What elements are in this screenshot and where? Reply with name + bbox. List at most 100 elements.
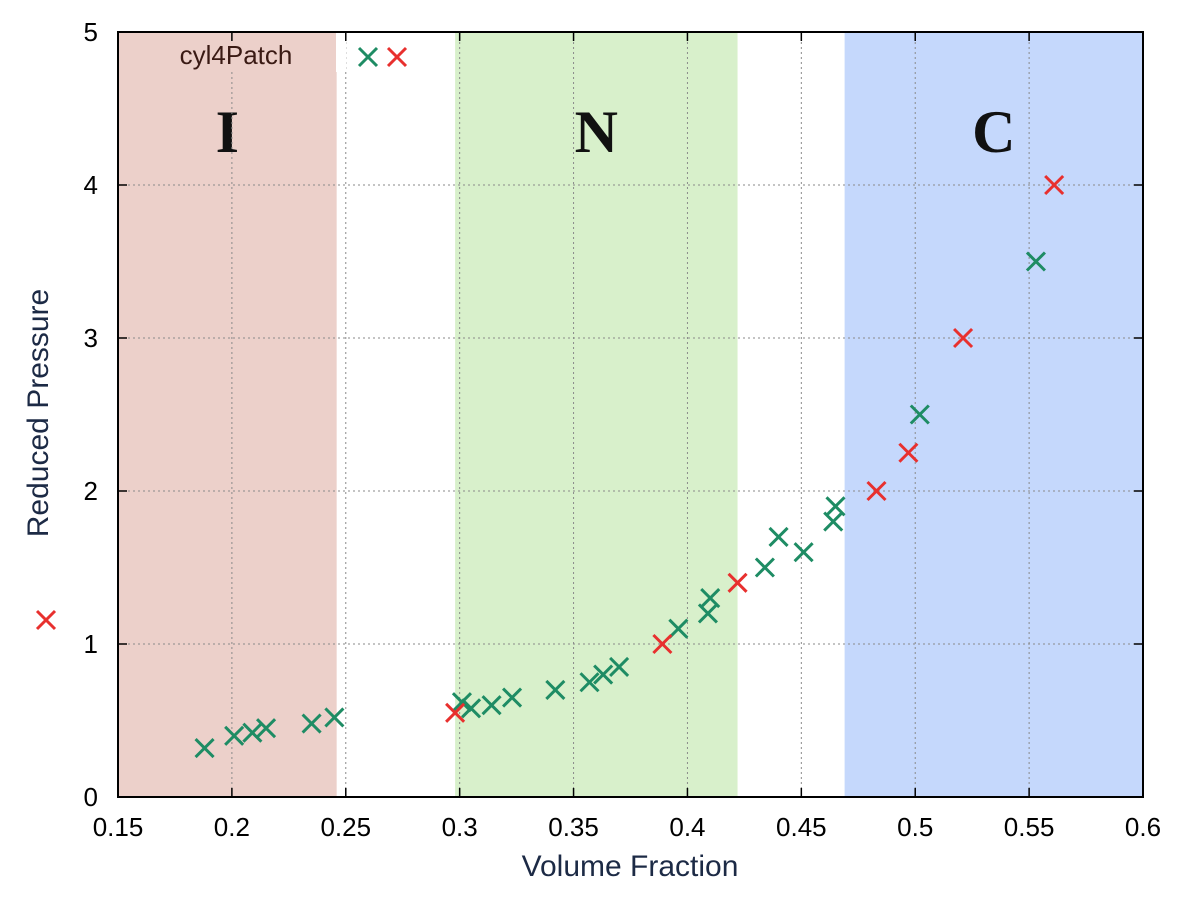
stray-marker (35, 609, 57, 631)
data-point-series-1-stroke (823, 511, 844, 532)
legend-marker-series-2 (386, 46, 408, 68)
data-point-series-2-stroke (866, 480, 887, 502)
x-tick-label: 0.35 (548, 812, 599, 842)
plot-frame (117, 31, 1144, 798)
data-point-series-1 (324, 707, 345, 728)
data-point-series-2-stroke (445, 702, 466, 723)
data-point-series-1-stroke (255, 718, 277, 739)
legend-marker-series-2-stroke (386, 46, 408, 68)
data-point-series-2 (952, 327, 974, 349)
region-label-i: I (216, 99, 239, 165)
y-tick-label: 5 (84, 17, 98, 47)
data-point-series-1 (909, 404, 930, 425)
x-axis-label: Volume Fraction (522, 850, 739, 883)
data-point-series-2 (866, 480, 887, 502)
data-point-series-1-stroke (224, 725, 245, 746)
y-tick-label: 4 (84, 170, 98, 200)
data-point-series-2 (1044, 174, 1065, 196)
legend-marker-series-1-stroke (357, 46, 379, 68)
x-tick-label: 0.6 (1125, 812, 1161, 842)
data-point-series-1-stroke (301, 713, 322, 734)
data-point-series-1 (242, 722, 263, 743)
data-point-series-1 (501, 687, 523, 708)
data-point-series-1-stroke (700, 588, 721, 609)
data-point-series-1 (768, 526, 789, 547)
data-point-series-1-stroke (242, 722, 263, 743)
x-tick-label: 0.2 (214, 812, 250, 842)
data-point-series-1-stroke (545, 679, 566, 700)
region-label-c: C (972, 99, 1015, 165)
data-point-series-1 (301, 713, 322, 734)
x-tick-label: 0.45 (776, 812, 827, 842)
data-point-series-1-stroke (460, 698, 482, 719)
data-point-series-1-stroke (668, 618, 689, 639)
region-label-n: N (575, 99, 618, 165)
legend-marker-series-1 (357, 46, 379, 68)
data-point-series-2-stroke (727, 572, 748, 593)
x-tick-label: 0.3 (442, 812, 478, 842)
y-tick-labels: 0 1 2 3 4 5 (84, 17, 98, 812)
data-point-series-1-stroke (481, 695, 502, 716)
x-tick-label: 0.55 (1004, 812, 1055, 842)
data-point-series-1 (700, 588, 721, 609)
data-point-series-1 (609, 656, 630, 678)
data-point-series-1 (825, 496, 846, 517)
data-point-series-1-stroke (754, 557, 775, 578)
data-point-series-1 (451, 692, 473, 713)
data-point-series-1 (255, 718, 277, 739)
data-point-series-2 (727, 572, 748, 593)
phase-regions (118, 32, 1143, 797)
data-point-series-1-stroke (825, 496, 846, 517)
data-point-series-2-stroke (898, 442, 919, 463)
data-point-series-1-stroke (1025, 251, 1047, 272)
data-point-series-1-stroke (451, 692, 473, 713)
data-point-series-1-stroke (579, 672, 600, 693)
y-axis-label: Reduced Pressure (22, 289, 55, 537)
data-points (35, 174, 1065, 759)
data-point-series-1-stroke (609, 656, 630, 678)
axis-ticks (117, 31, 1144, 798)
data-point-series-1 (579, 672, 600, 693)
data-point-series-1-stroke (793, 542, 814, 563)
y-tick-label: 3 (84, 323, 98, 353)
x-tick-labels: 0.15 0.2 0.25 0.3 0.35 0.4 0.45 0.5 0.55 0.6 (93, 812, 1161, 842)
data-point-series-1 (481, 695, 502, 716)
grid-lines (118, 32, 1143, 797)
legend-left-background (118, 32, 336, 72)
data-point-series-1-stroke (501, 687, 523, 708)
data-point-series-2 (652, 633, 673, 655)
data-point-series-1-stroke (909, 404, 930, 425)
data-point-series-1-stroke (324, 707, 345, 728)
data-point-series-2-stroke (1044, 174, 1065, 196)
data-point-series-1 (1025, 251, 1047, 272)
data-point-series-1 (793, 542, 814, 563)
data-point-series-1 (754, 557, 775, 578)
stray-marker-stroke (35, 609, 57, 631)
y-tick-label: 1 (84, 629, 98, 659)
data-point-series-2-stroke (952, 327, 974, 349)
legend: cyl4Patch (118, 32, 408, 72)
data-point-series-2 (445, 702, 466, 723)
data-point-series-1 (545, 679, 566, 700)
data-point-series-1 (593, 664, 614, 685)
x-tick-label: 0.4 (669, 812, 705, 842)
y-tick-label: 2 (84, 476, 98, 506)
data-point-series-1 (460, 698, 482, 719)
x-tick-label: 0.15 (93, 812, 144, 842)
data-point-series-2 (898, 442, 919, 463)
data-point-series-2-stroke (652, 633, 673, 655)
x-tick-label: 0.25 (320, 812, 371, 842)
region-c (844, 32, 1143, 797)
x-tick-label: 0.5 (897, 812, 933, 842)
data-point-series-1-stroke (697, 603, 719, 624)
region-i (118, 32, 337, 797)
data-point-series-1-stroke (593, 664, 614, 685)
data-point-series-1 (224, 725, 245, 746)
data-point-series-1 (668, 618, 689, 639)
legend-label: cyl4Patch (180, 40, 293, 70)
data-point-series-1-stroke (768, 526, 789, 547)
y-tick-label: 0 (84, 782, 98, 812)
data-point-series-1-stroke (194, 737, 215, 759)
